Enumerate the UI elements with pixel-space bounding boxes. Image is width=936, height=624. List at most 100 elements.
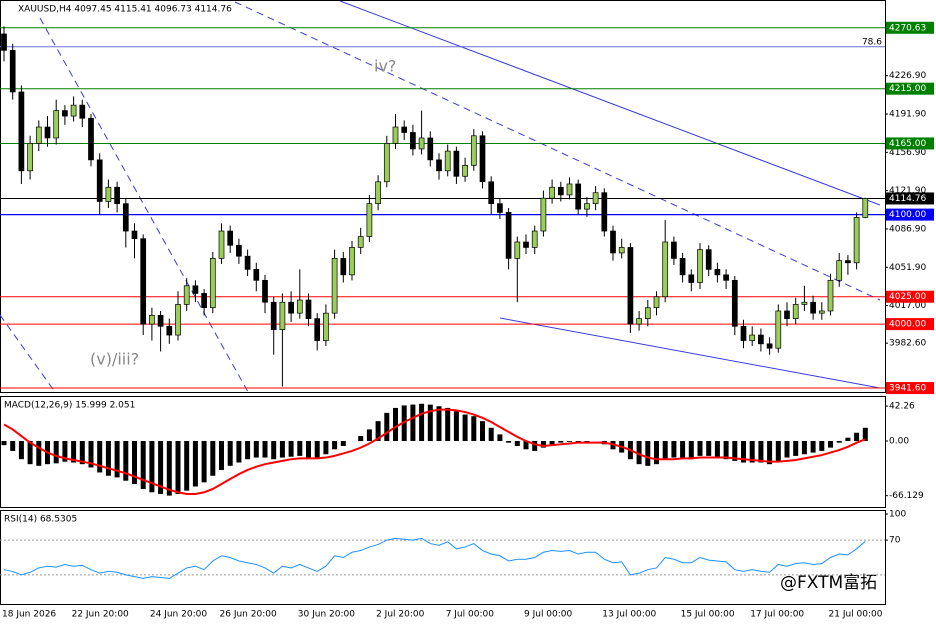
macd-bar bbox=[514, 441, 520, 446]
x-tick-label: 24 Jun 20:00 bbox=[150, 610, 207, 620]
candle-body bbox=[775, 310, 782, 349]
macd-bar bbox=[567, 441, 572, 442]
macd-bar bbox=[410, 404, 416, 442]
candle-body bbox=[323, 312, 329, 341]
candle-body bbox=[270, 301, 277, 330]
candle-body bbox=[88, 117, 94, 161]
macd-bar bbox=[819, 441, 825, 451]
rsi-panel bbox=[0, 510, 886, 605]
annotation: iv? bbox=[374, 57, 396, 76]
macd-bar bbox=[62, 441, 68, 462]
trendlines bbox=[0, 0, 881, 393]
candle-body bbox=[96, 159, 103, 202]
macd-bar bbox=[419, 403, 425, 442]
rsi-line bbox=[3, 537, 866, 579]
candle-body bbox=[79, 104, 86, 119]
macd-bar bbox=[27, 441, 33, 465]
macd-bar bbox=[862, 427, 868, 442]
macd-bar bbox=[828, 441, 833, 448]
macd-bar bbox=[184, 441, 190, 491]
candle-body bbox=[497, 203, 503, 213]
candle-body bbox=[697, 249, 703, 283]
macd-bar bbox=[340, 441, 346, 446]
candle-body bbox=[479, 135, 486, 183]
candle-body bbox=[827, 279, 834, 312]
candle-body bbox=[566, 183, 573, 196]
macd-bar bbox=[636, 441, 642, 465]
macd-bar bbox=[688, 441, 694, 460]
macd-bar bbox=[323, 441, 329, 455]
macd-bar bbox=[732, 441, 738, 461]
y-tick-label: 4191.90 bbox=[889, 109, 926, 119]
candle-body bbox=[305, 299, 312, 319]
macd-bar bbox=[158, 441, 164, 494]
macd-bar bbox=[558, 441, 564, 443]
candle-body bbox=[453, 150, 460, 177]
candle-body bbox=[801, 301, 808, 305]
trendline bbox=[339, 0, 881, 206]
macd-bar bbox=[288, 441, 294, 457]
macd-bar bbox=[462, 414, 468, 442]
macd-bar bbox=[714, 441, 720, 458]
y-tick-label: 3982.60 bbox=[889, 339, 926, 349]
macd-bar bbox=[697, 441, 703, 456]
level-tag bbox=[886, 21, 934, 34]
candle-body bbox=[505, 212, 512, 259]
candle-body bbox=[1, 33, 7, 51]
candle-body bbox=[514, 241, 521, 259]
candle-body bbox=[818, 310, 825, 314]
price-panel bbox=[0, 0, 886, 393]
x-tick-label: 17 Jul 00:00 bbox=[750, 610, 804, 620]
macd-bar bbox=[314, 441, 320, 459]
macd-bar bbox=[140, 441, 146, 489]
macd-bar bbox=[680, 441, 686, 458]
macd-bar bbox=[436, 406, 442, 442]
x-tick-label: 15 Jul 00:00 bbox=[681, 610, 735, 620]
trendline bbox=[234, 1, 881, 301]
macd-bar bbox=[453, 411, 459, 442]
candle-body bbox=[349, 247, 355, 276]
macd-bar bbox=[332, 441, 338, 450]
candle-body bbox=[444, 150, 451, 172]
level-tag bbox=[886, 82, 934, 95]
candle-body bbox=[27, 143, 33, 172]
macd-bar bbox=[427, 404, 433, 442]
candle-body bbox=[192, 285, 199, 294]
candle-body bbox=[810, 301, 816, 314]
macd-bar bbox=[549, 441, 555, 445]
macd-bar bbox=[836, 441, 842, 443]
candle-body bbox=[296, 299, 303, 314]
candle-body bbox=[209, 258, 216, 309]
macd-bar bbox=[775, 441, 781, 461]
macd-bar bbox=[79, 441, 85, 465]
macd-bar bbox=[523, 441, 529, 450]
candle-body bbox=[410, 132, 416, 150]
candle-body bbox=[853, 217, 860, 264]
macd-bar bbox=[227, 441, 233, 466]
y-tick-label: 0.00 bbox=[889, 437, 909, 447]
x-tick-label: 22 Jun 20:00 bbox=[72, 610, 129, 620]
candle-body bbox=[592, 192, 599, 205]
macd-bar bbox=[480, 421, 485, 442]
macd-bar bbox=[401, 405, 407, 442]
level-tag bbox=[886, 318, 934, 331]
candle-body bbox=[70, 104, 77, 117]
annotation: (v)/iii? bbox=[90, 350, 139, 369]
macd-bar bbox=[245, 441, 251, 460]
macd-bar bbox=[741, 441, 746, 463]
x-tick-label: 13 Jul 00:00 bbox=[602, 610, 656, 620]
candle-body bbox=[488, 181, 495, 205]
x-tick-label: 30 Jun 20:00 bbox=[298, 610, 355, 620]
candle-body bbox=[462, 164, 468, 177]
macd-bar bbox=[236, 441, 242, 463]
macd-bar bbox=[393, 407, 398, 442]
candle-body bbox=[149, 315, 155, 325]
macd-bar bbox=[758, 441, 764, 463]
y-tick-label: 4017.00 bbox=[889, 301, 926, 311]
candle-body bbox=[62, 110, 68, 117]
macd-bar bbox=[375, 421, 381, 442]
macd-bar bbox=[175, 441, 181, 494]
candle-body bbox=[714, 269, 721, 276]
macd-bar bbox=[706, 441, 712, 456]
y-tick-label: 4156.90 bbox=[889, 148, 926, 158]
